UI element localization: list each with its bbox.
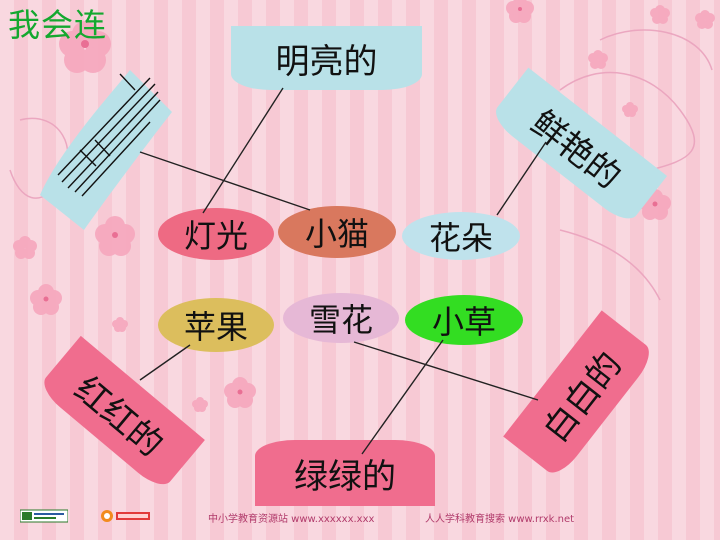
word-apple[interactable]: 苹果: [158, 298, 274, 352]
blossom-icon: [30, 284, 62, 315]
footer-site-2[interactable]: 人人学科教育搜索 www.rrxk.net: [425, 514, 575, 525]
study-logo-icon: [101, 510, 150, 522]
blossom-icon: [588, 50, 608, 69]
logo-left: [20, 508, 68, 524]
word-lamp-label: 灯光: [183, 217, 248, 255]
panel-bright: 明亮的: [231, 26, 422, 90]
site-logo-icon: [20, 509, 68, 523]
panel-green-label: 绿绿的: [294, 456, 396, 497]
blossom-icon: [622, 102, 638, 117]
swirl-decoration: [599, 29, 713, 71]
page-title: 我会连: [8, 6, 108, 44]
logo-middle: [100, 508, 152, 524]
word-snowflake-label: 雪花: [308, 301, 373, 339]
footer-site-1[interactable]: 中小学教育资源站 www.xxxxxx.xxx: [208, 514, 375, 525]
word-flower[interactable]: 花朵: [402, 212, 520, 260]
word-apple-label: 苹果: [183, 308, 248, 346]
swirl-decoration: [559, 71, 696, 171]
blossom-icon: [112, 317, 128, 332]
word-flower-label: 花朵: [428, 219, 493, 257]
word-lamp[interactable]: 灯光: [158, 208, 274, 260]
blossom-icon: [695, 10, 715, 29]
word-kitten[interactable]: 小猫: [278, 206, 396, 258]
blossom-icon: [13, 236, 37, 259]
blossom-icon: [506, 0, 534, 23]
panel-green: 绿绿的: [255, 440, 435, 506]
blossom-icon: [650, 5, 670, 24]
blossom-icon: [59, 21, 111, 73]
distorted-label: [57, 73, 161, 197]
blossom-icon: [95, 216, 135, 256]
word-grass[interactable]: 小草: [405, 295, 523, 345]
word-snowflake[interactable]: 雪花: [283, 293, 399, 343]
blossom-icon: [192, 397, 208, 412]
blossom-icon: [224, 377, 256, 408]
word-kitten-label: 小猫: [304, 215, 369, 253]
swirl-decoration: [559, 229, 661, 301]
word-grass-label: 小草: [431, 303, 496, 341]
panel-bright-label: 明亮的: [275, 41, 378, 82]
